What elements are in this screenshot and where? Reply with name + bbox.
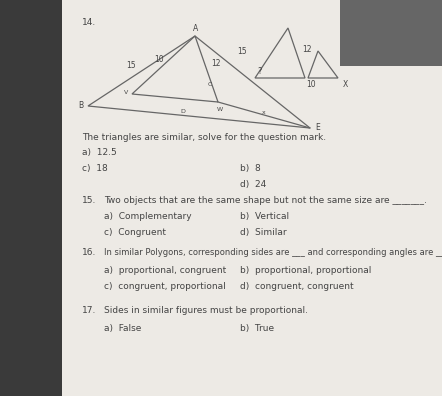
Text: The triangles are similar, solve for the question mark.: The triangles are similar, solve for the… <box>82 133 326 142</box>
Text: 14.: 14. <box>82 18 96 27</box>
Text: B: B <box>78 101 83 110</box>
Text: c)  Congruent: c) Congruent <box>104 228 166 237</box>
Text: a)  12.5: a) 12.5 <box>82 148 117 157</box>
Text: a)  Complementary: a) Complementary <box>104 212 192 221</box>
Text: 16.: 16. <box>82 248 96 257</box>
Text: X: X <box>343 80 348 89</box>
Text: In similar Polygons, corresponding sides are ___ and corresponding angles are __: In similar Polygons, corresponding sides… <box>104 248 442 257</box>
Text: x: x <box>262 110 266 115</box>
Text: 15: 15 <box>126 61 136 70</box>
FancyBboxPatch shape <box>340 0 442 66</box>
Text: b)  Vertical: b) Vertical <box>240 212 289 221</box>
Text: V: V <box>124 89 128 95</box>
Text: 10: 10 <box>154 55 164 65</box>
Text: c)  congruent, proportional: c) congruent, proportional <box>104 282 226 291</box>
Text: C: C <box>208 82 212 86</box>
Text: 17.: 17. <box>82 306 96 315</box>
Text: a)  proportional, congruent: a) proportional, congruent <box>104 266 226 275</box>
Text: 12: 12 <box>302 44 312 53</box>
Text: 10: 10 <box>306 80 316 89</box>
Text: A: A <box>194 24 198 33</box>
Text: c)  18: c) 18 <box>82 164 108 173</box>
Text: d)  24: d) 24 <box>240 180 266 189</box>
Text: D: D <box>181 109 186 114</box>
Text: ?: ? <box>258 67 262 76</box>
Text: 15.: 15. <box>82 196 96 205</box>
Text: W: W <box>217 107 223 112</box>
Text: Sides in similar figures must be proportional.: Sides in similar figures must be proport… <box>104 306 308 315</box>
Text: b)  True: b) True <box>240 324 274 333</box>
Text: b)  proportional, proportional: b) proportional, proportional <box>240 266 371 275</box>
Text: b)  8: b) 8 <box>240 164 261 173</box>
Text: 12: 12 <box>211 59 221 69</box>
FancyBboxPatch shape <box>60 0 442 396</box>
Text: d)  Similar: d) Similar <box>240 228 286 237</box>
Text: d)  congruent, congruent: d) congruent, congruent <box>240 282 354 291</box>
Text: a)  False: a) False <box>104 324 141 333</box>
FancyBboxPatch shape <box>0 0 62 396</box>
Text: E: E <box>315 124 320 133</box>
Text: Two objects that are the same shape but not the same size are _______.: Two objects that are the same shape but … <box>104 196 427 205</box>
Text: 15: 15 <box>237 46 247 55</box>
